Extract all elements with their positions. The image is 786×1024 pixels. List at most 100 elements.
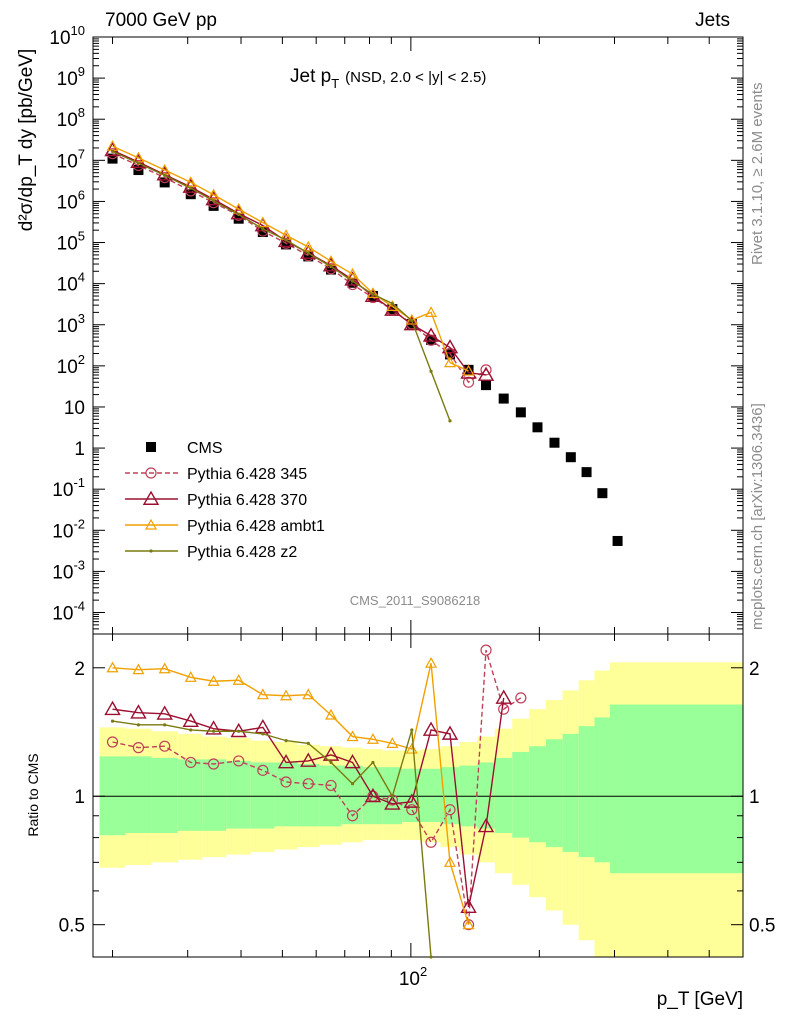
p370-point: [460, 898, 477, 913]
ratio-tick-label-right: 0.5: [749, 916, 775, 937]
ambt1-point: [443, 356, 457, 368]
p370-point: [322, 746, 340, 761]
p345-point: [233, 755, 245, 767]
cms-point: [498, 393, 509, 404]
p370-point: [422, 327, 440, 342]
legend-item-cms: CMS: [146, 440, 223, 457]
p370-point: [277, 754, 295, 769]
z2-series: [110, 149, 452, 423]
z2-point: [390, 794, 394, 798]
y-axis-label-main: d²σ/dp_T dy [pb/GeV]: [16, 49, 37, 231]
ambt1-point: [184, 176, 197, 188]
header-left: 7000 GeV pp: [105, 10, 217, 31]
ratio-tick-label-left: 2: [74, 659, 85, 680]
cms-point: [146, 442, 156, 452]
green-band-bin: [250, 762, 275, 829]
z2-point: [390, 301, 394, 306]
ambt1-point: [443, 856, 457, 867]
z2-point: [261, 227, 265, 231]
z2-point: [136, 723, 141, 727]
cms-point: [481, 380, 492, 391]
cms-point: [303, 251, 314, 262]
plot-title-detail: (NSD, 2.0 < |y| < 2.5): [345, 69, 486, 86]
z2-point: [237, 729, 241, 733]
y-tick-label: 108: [57, 105, 85, 131]
z2-ratio-series: [110, 719, 433, 959]
green-band-bin: [512, 751, 530, 838]
analysis-label: CMS_2011_S9086218: [350, 593, 481, 608]
ratio-tick-label-right: 2: [749, 659, 760, 680]
cms-point: [565, 452, 576, 463]
ambt1-line: [112, 145, 469, 372]
green-band-bin: [341, 765, 363, 825]
legend-label: Pythia 6.428 370: [187, 492, 307, 509]
cms-point: [549, 437, 560, 448]
p370-point: [182, 712, 199, 728]
z2-point: [284, 739, 288, 743]
ambt1-point: [256, 688, 269, 700]
z2-point: [110, 719, 115, 723]
z2-point: [306, 741, 310, 745]
p345-point: [498, 703, 510, 715]
p370-point: [477, 366, 495, 381]
p370-point: [384, 795, 401, 810]
ratio-series-layer: [104, 644, 527, 959]
p345-point: [145, 467, 157, 479]
ambt1-point: [144, 518, 158, 530]
green-band-bin: [226, 760, 251, 829]
y-tick-label: 10-4: [52, 599, 85, 625]
p345-point: [207, 758, 220, 770]
cms-point: [347, 277, 358, 288]
ambt1-ratio-series: [106, 656, 475, 930]
p345-point: [106, 736, 119, 748]
cms-series: [107, 153, 623, 546]
ambt1-point: [256, 216, 269, 228]
p345-point: [280, 776, 292, 788]
ambt1-point: [366, 733, 379, 744]
legend-item-p345: Pythia 6.428 345: [125, 466, 307, 483]
z2-point: [350, 782, 355, 786]
z2-point: [163, 173, 167, 177]
plot-title: Jet pT (NSD, 2.0 < |y| < 2.5): [290, 66, 486, 91]
y-tick-label: 1: [74, 439, 85, 460]
z2-point: [410, 319, 414, 323]
z2-point: [306, 251, 310, 255]
x-tick-label: 102: [399, 964, 427, 990]
p370-point: [344, 754, 361, 769]
ambt1-point: [462, 364, 475, 376]
green-band-bin: [125, 756, 152, 834]
z2-point: [261, 732, 265, 736]
green-band-bin: [202, 759, 227, 831]
header-right: Jets: [695, 10, 730, 31]
ambt1-point: [132, 663, 145, 675]
y-tick-label: 105: [57, 229, 85, 255]
z2-point: [211, 199, 216, 203]
ratio-frame: [92, 633, 744, 958]
z2-point: [448, 419, 452, 423]
z2-point: [410, 728, 414, 732]
green-band-bin: [562, 733, 579, 853]
y-tick-label: 10-2: [52, 516, 85, 542]
z2-point: [211, 729, 216, 733]
y-tick-label: 102: [57, 352, 85, 378]
p370-ratio-series: [104, 689, 512, 913]
tick-labels: 101010910810710610510410310210110-110-21…: [49, 23, 775, 990]
legend-label: Pythia 6.428 345: [187, 466, 307, 483]
p345-point: [346, 810, 359, 822]
z2-point: [429, 955, 433, 959]
green-band-bin: [545, 739, 563, 848]
ambt1-ratio-line: [112, 663, 470, 925]
legend-label: Pythia 6.428 z2: [187, 544, 297, 561]
p345-line: [112, 153, 487, 384]
ambt1-point: [280, 689, 293, 701]
green-band-bin: [274, 762, 298, 827]
legend-label: Pythia 6.428 ambt1: [187, 518, 325, 535]
p345-point: [480, 644, 492, 656]
green-band-bin: [177, 759, 203, 831]
cms-point: [185, 189, 196, 200]
cms-point: [208, 200, 219, 211]
ambt1-point: [232, 674, 245, 685]
z2-point: [189, 728, 193, 732]
y-tick-label: 109: [57, 64, 85, 90]
p345-point: [185, 756, 197, 769]
